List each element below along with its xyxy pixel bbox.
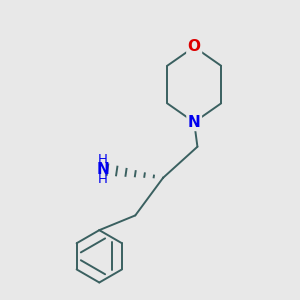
Text: H: H	[98, 153, 107, 166]
Text: N: N	[96, 162, 109, 177]
Text: O: O	[188, 39, 201, 54]
Text: H: H	[98, 173, 107, 186]
Text: N: N	[188, 115, 200, 130]
